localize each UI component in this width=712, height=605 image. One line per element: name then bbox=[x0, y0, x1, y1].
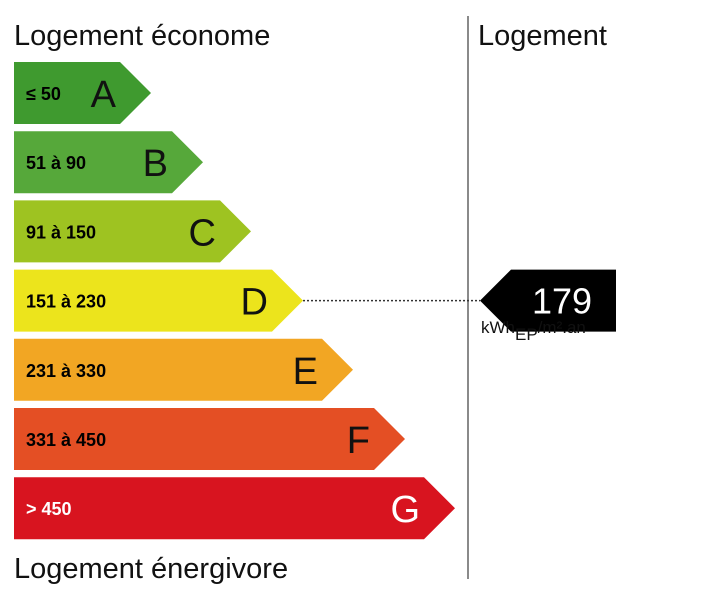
class-range-b: 51 à 90 bbox=[26, 153, 86, 173]
class-letter-e: E bbox=[293, 351, 318, 393]
energy-class-e: 231 à 330 E bbox=[14, 338, 353, 401]
energy-class-f: 331 à 450 F bbox=[14, 408, 405, 470]
energy-class-g: > 450 G bbox=[14, 477, 455, 540]
energy-class-c: 91 à 150 C bbox=[14, 200, 251, 263]
unit-sub: EP bbox=[515, 325, 538, 344]
class-range-g: > 450 bbox=[26, 499, 72, 519]
class-range-c: 91 à 150 bbox=[26, 222, 96, 242]
energy-class-d: 151 à 230 D bbox=[14, 269, 303, 332]
class-arrow-a bbox=[14, 62, 151, 124]
class-letter-c: C bbox=[189, 212, 216, 254]
class-arrow-d bbox=[14, 269, 303, 332]
class-letter-f: F bbox=[347, 420, 370, 462]
label-logement-energivore: Logement énergivore bbox=[14, 553, 289, 585]
column-divider bbox=[467, 16, 469, 579]
energy-class-a: ≤ 50 A bbox=[14, 62, 151, 124]
energy-class-b: 51 à 90 B bbox=[14, 131, 203, 194]
class-letter-b: B bbox=[143, 143, 168, 185]
class-range-d: 151 à 230 bbox=[26, 292, 106, 312]
class-arrow-e bbox=[14, 338, 353, 401]
label-logement: Logement bbox=[478, 20, 607, 52]
class-letter-a: A bbox=[91, 74, 117, 116]
class-range-e: 231 à 330 bbox=[26, 361, 106, 381]
class-arrow-f bbox=[14, 408, 405, 470]
class-arrow-c bbox=[14, 200, 251, 263]
class-arrow-b bbox=[14, 131, 203, 194]
unit-tail: /m².an bbox=[537, 318, 586, 337]
label-logement-econome: Logement économe bbox=[14, 20, 271, 52]
value-unit: kWhEP/m².an bbox=[481, 319, 586, 344]
class-letter-g: G bbox=[390, 489, 420, 531]
class-arrow-g bbox=[14, 477, 455, 540]
class-letter-d: D bbox=[241, 282, 268, 324]
value-number: 179 bbox=[532, 281, 592, 322]
class-range-a: ≤ 50 bbox=[26, 84, 61, 104]
unit-main: kWh bbox=[481, 318, 515, 337]
value-badge bbox=[480, 269, 616, 332]
class-range-f: 331 à 450 bbox=[26, 430, 106, 450]
